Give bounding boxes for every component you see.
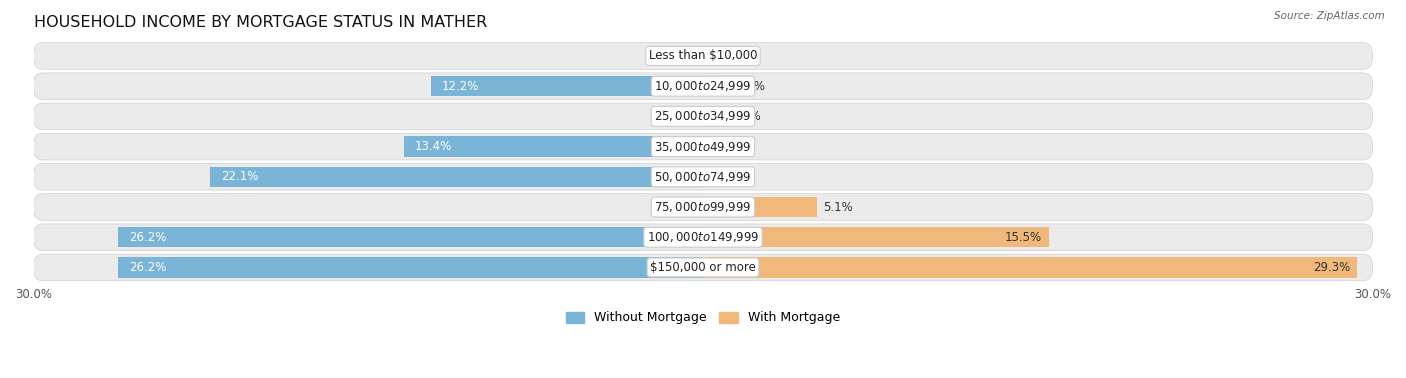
Text: Less than $10,000: Less than $10,000 — [648, 50, 758, 62]
FancyBboxPatch shape — [34, 43, 1372, 69]
Text: $100,000 to $149,999: $100,000 to $149,999 — [647, 230, 759, 244]
Text: 15.5%: 15.5% — [1005, 231, 1042, 244]
Bar — [703, 227, 1049, 248]
Text: 26.2%: 26.2% — [129, 261, 167, 274]
FancyBboxPatch shape — [34, 133, 1372, 160]
Bar — [703, 76, 721, 96]
Text: 12.2%: 12.2% — [441, 80, 479, 93]
Text: 0.0%: 0.0% — [710, 50, 740, 62]
Text: 29.3%: 29.3% — [1313, 261, 1350, 274]
FancyBboxPatch shape — [34, 103, 1372, 130]
FancyBboxPatch shape — [34, 164, 1372, 190]
Bar — [703, 197, 817, 217]
FancyBboxPatch shape — [34, 224, 1372, 251]
Bar — [703, 257, 1357, 278]
Bar — [703, 106, 725, 127]
Text: $35,000 to $49,999: $35,000 to $49,999 — [654, 139, 752, 153]
Text: 0.0%: 0.0% — [666, 50, 696, 62]
Text: HOUSEHOLD INCOME BY MORTGAGE STATUS IN MATHER: HOUSEHOLD INCOME BY MORTGAGE STATUS IN M… — [34, 15, 486, 30]
Bar — [118, 257, 703, 278]
Legend: Without Mortgage, With Mortgage: Without Mortgage, With Mortgage — [561, 307, 845, 330]
Text: 0.0%: 0.0% — [666, 200, 696, 214]
Bar — [209, 167, 703, 187]
FancyBboxPatch shape — [34, 194, 1372, 220]
Bar — [703, 136, 711, 157]
Text: $50,000 to $74,999: $50,000 to $74,999 — [654, 170, 752, 184]
Text: 13.4%: 13.4% — [415, 140, 453, 153]
Bar — [118, 227, 703, 248]
Text: 5.1%: 5.1% — [824, 200, 853, 214]
Text: 0.38%: 0.38% — [718, 140, 755, 153]
Text: Source: ZipAtlas.com: Source: ZipAtlas.com — [1274, 11, 1385, 21]
Bar — [430, 76, 703, 96]
Text: $10,000 to $24,999: $10,000 to $24,999 — [654, 79, 752, 93]
FancyBboxPatch shape — [34, 73, 1372, 99]
Text: 0.0%: 0.0% — [666, 110, 696, 123]
FancyBboxPatch shape — [34, 254, 1372, 281]
Bar — [404, 136, 703, 157]
Text: 22.1%: 22.1% — [221, 170, 259, 183]
Text: $150,000 or more: $150,000 or more — [650, 261, 756, 274]
Text: 26.2%: 26.2% — [129, 231, 167, 244]
Text: 1.0%: 1.0% — [733, 110, 762, 123]
Text: $75,000 to $99,999: $75,000 to $99,999 — [654, 200, 752, 214]
Text: 0.85%: 0.85% — [728, 80, 766, 93]
Text: 0.0%: 0.0% — [710, 170, 740, 183]
Text: $25,000 to $34,999: $25,000 to $34,999 — [654, 109, 752, 123]
